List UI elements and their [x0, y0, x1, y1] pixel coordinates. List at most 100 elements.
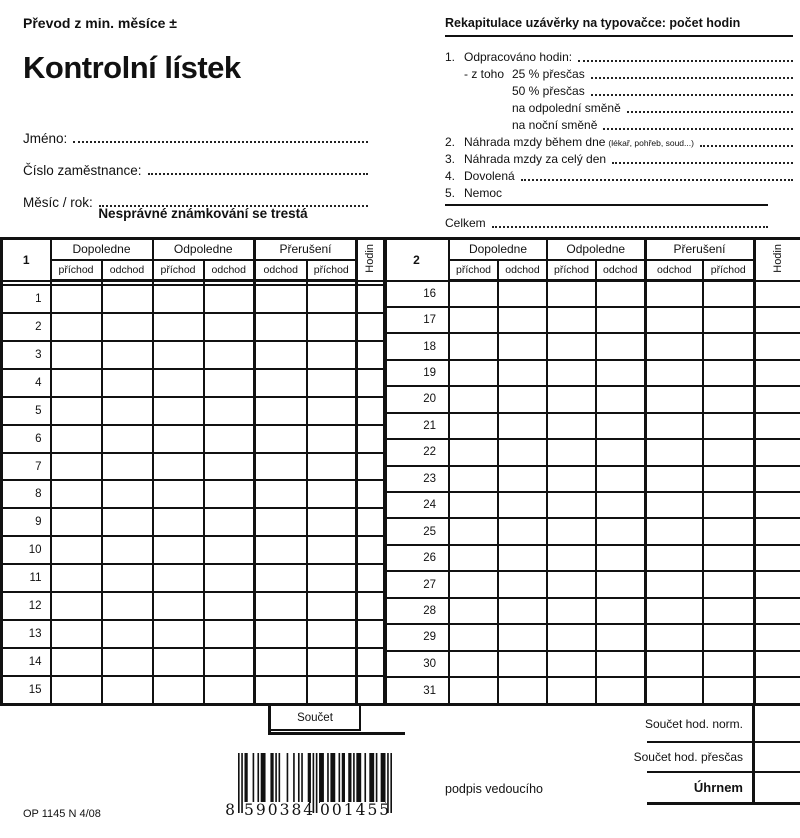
entry-cell — [49, 674, 103, 706]
entry-cell — [151, 395, 205, 426]
entry-cell — [448, 570, 499, 599]
entry-cell — [497, 411, 548, 441]
dotted-line — [578, 60, 793, 62]
entry-cell — [151, 284, 205, 315]
entry-cell — [253, 646, 308, 677]
entry-cell — [702, 543, 755, 573]
entry-cell — [643, 623, 704, 652]
day-number: 13 — [0, 618, 52, 649]
item-label: 50 % přesčas — [512, 84, 585, 98]
entry-cell — [305, 395, 358, 426]
entry-cell — [305, 590, 358, 621]
entry-cell — [100, 451, 154, 482]
day-number: 14 — [0, 646, 52, 677]
item-label: Nemoc — [464, 186, 503, 200]
entry-cell — [202, 507, 256, 538]
item-prefix: - z toho — [464, 67, 505, 81]
dotted-line — [147, 173, 368, 175]
entry-cell — [702, 570, 755, 599]
entry-cell — [253, 451, 308, 482]
hours-header: Hodin — [752, 237, 800, 282]
entry-cell — [643, 649, 704, 679]
sub-header: odchod — [595, 258, 646, 282]
group-header-morning: Dopoledne — [49, 237, 154, 261]
entry-cell — [643, 305, 704, 335]
day-number: 1 — [0, 284, 52, 315]
entry-cell — [253, 312, 308, 343]
entry-cell — [546, 279, 597, 308]
day-number: 17 — [383, 305, 450, 335]
day-row: 1 — [0, 284, 386, 315]
recap-item: na noční směně — [445, 115, 793, 132]
entry-cell — [305, 507, 358, 538]
day-row: 5 — [0, 395, 386, 426]
entry-cell — [202, 590, 256, 621]
recap-section: Rekapitulace uzávěrky na typovačce: poče… — [445, 16, 793, 230]
entry-cell — [702, 676, 755, 706]
employee-number-label: Číslo zaměstnance: — [23, 163, 142, 178]
entry-cell — [448, 543, 499, 573]
summary-value-cell — [752, 743, 800, 771]
hours-cell — [752, 623, 800, 652]
entry-cell — [546, 305, 597, 335]
summary-row: Součet hod. přesčas — [634, 743, 800, 773]
entry-cell — [497, 543, 548, 573]
entry-cell — [595, 543, 646, 573]
entry-cell — [253, 507, 308, 538]
entry-cell — [151, 618, 205, 649]
total-label: Celkem — [445, 216, 486, 230]
entry-cell — [49, 618, 103, 649]
entry-cell — [100, 423, 154, 454]
day-row: 25 — [383, 517, 800, 546]
entry-cell — [546, 438, 597, 467]
dotted-line — [590, 77, 793, 79]
sub-header: příchod — [49, 258, 103, 282]
entry-cell — [448, 438, 499, 467]
recap-item: 4. Dovolená — [445, 166, 793, 183]
entry-cell — [702, 596, 755, 626]
entry-cell — [151, 563, 205, 593]
entry-cell — [100, 674, 154, 706]
hours-header: Hodin — [355, 237, 386, 282]
entry-cell — [546, 596, 597, 626]
day-number: 3 — [0, 340, 52, 371]
entry-cell — [595, 676, 646, 706]
hours-cell — [752, 411, 800, 441]
entry-cell — [643, 464, 704, 494]
entry-cell — [151, 451, 205, 482]
entry-cell — [305, 368, 358, 398]
entry-cell — [100, 395, 154, 426]
hours-cell — [355, 340, 386, 371]
dotted-line — [73, 141, 368, 143]
day-number: 4 — [0, 368, 52, 398]
entry-cell — [497, 649, 548, 679]
hours-cell — [752, 570, 800, 599]
hours-cell — [752, 438, 800, 467]
hours-cell — [752, 649, 800, 679]
form-title: Kontrolní lístek — [23, 50, 241, 85]
entry-cell — [49, 563, 103, 593]
day-row: 22 — [383, 438, 800, 467]
entry-cell — [497, 305, 548, 335]
entry-cell — [253, 618, 308, 649]
entry-cell — [49, 479, 103, 510]
day-number: 18 — [383, 332, 450, 361]
entry-cell — [448, 490, 499, 520]
entry-cell — [253, 479, 308, 510]
summary-table: Součet hod. norm. Součet hod. přesčas Úhrn… — [634, 706, 800, 805]
entry-cell — [202, 395, 256, 426]
entry-cell — [497, 438, 548, 467]
day-number: 9 — [0, 507, 52, 538]
entry-cell — [100, 368, 154, 398]
day-number: 23 — [383, 464, 450, 494]
entry-cell — [546, 332, 597, 361]
hours-cell — [355, 618, 386, 649]
dotted-line — [491, 226, 768, 228]
entry-cell — [253, 368, 308, 398]
entry-cell — [546, 649, 597, 679]
sub-header: příchod — [546, 258, 597, 282]
sub-header: příchod — [151, 258, 205, 282]
entry-cell — [448, 385, 499, 414]
entry-cell — [202, 535, 256, 566]
entry-cell — [702, 438, 755, 467]
